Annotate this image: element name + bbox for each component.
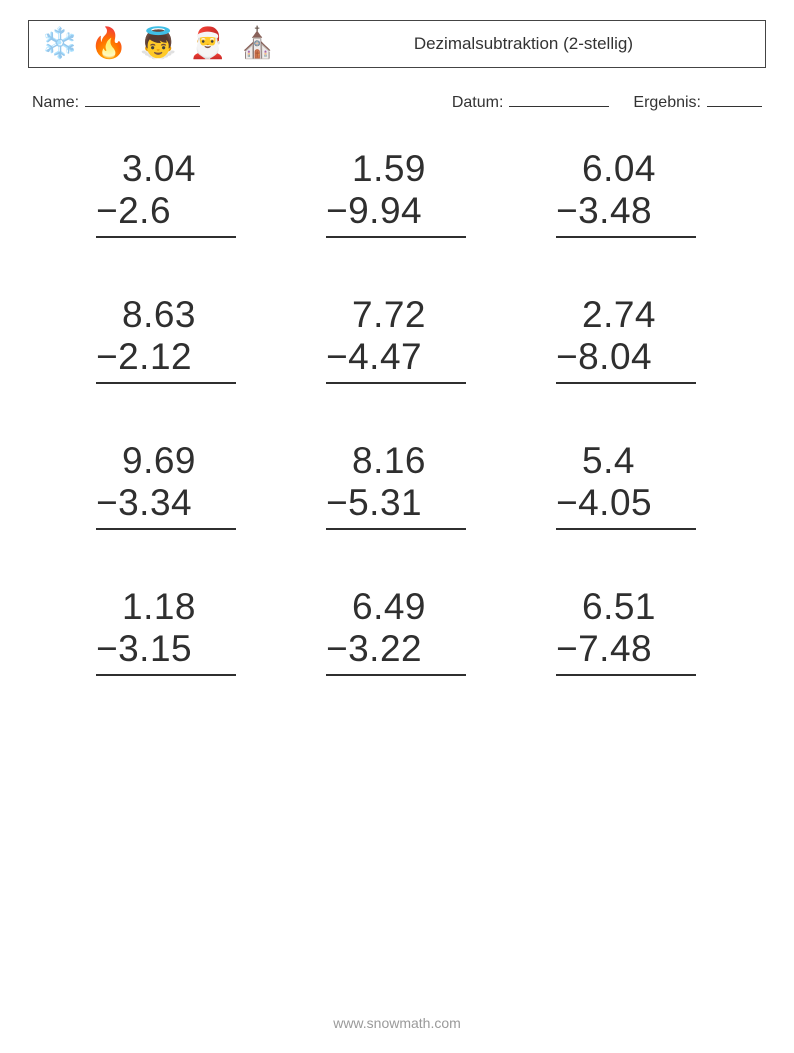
answer-rule — [326, 382, 466, 384]
problem: 1.59−9.94 — [326, 148, 481, 238]
worksheet-title: Dezimalsubtraktion (2-stellig) — [414, 34, 753, 54]
header-box: ❄️ 🔥 👼 🎅 ⛪ Dezimalsubtraktion (2-stellig… — [28, 20, 766, 68]
problem: 8.16−5.31 — [326, 440, 481, 530]
answer-rule — [96, 528, 236, 530]
problem: 1.18−3.15 — [96, 586, 251, 676]
subtrahend: −2.6 — [96, 190, 171, 232]
minuend: 6.49 — [326, 586, 426, 628]
subtrahend: −4.05 — [556, 482, 652, 524]
score-blank — [707, 90, 762, 107]
meta-right: Datum: Ergebnis: — [452, 90, 762, 112]
minuend: 6.04 — [556, 148, 656, 190]
meta-left: Name: — [32, 90, 200, 112]
minuend: 8.16 — [326, 440, 426, 482]
minuend: 6.51 — [556, 586, 656, 628]
answer-rule — [556, 382, 696, 384]
meta-row: Name: Datum: Ergebnis: — [28, 90, 766, 112]
minuend: 3.04 — [96, 148, 196, 190]
date-blank — [509, 90, 609, 107]
problem: 6.51−7.48 — [556, 586, 711, 676]
subtrahend: −5.31 — [326, 482, 422, 524]
subtrahend: −4.47 — [326, 336, 422, 378]
answer-rule — [556, 236, 696, 238]
answer-rule — [96, 382, 236, 384]
minuend: 5.4 — [556, 440, 635, 482]
answer-rule — [556, 674, 696, 676]
worksheet-page: ❄️ 🔥 👼 🎅 ⛪ Dezimalsubtraktion (2-stellig… — [0, 0, 794, 1053]
header-icon-row: ❄️ 🔥 👼 🎅 ⛪ — [41, 29, 276, 59]
problem: 5.4−4.05 — [556, 440, 711, 530]
subtrahend: −3.34 — [96, 482, 192, 524]
name-blank — [85, 90, 200, 107]
angel-icon: 👼 — [140, 29, 177, 59]
answer-rule — [96, 674, 236, 676]
answer-rule — [96, 236, 236, 238]
minuend: 2.74 — [556, 294, 656, 336]
answer-rule — [326, 528, 466, 530]
answer-rule — [556, 528, 696, 530]
minuend: 1.59 — [326, 148, 426, 190]
problem: 2.74−8.04 — [556, 294, 711, 384]
minuend: 1.18 — [96, 586, 196, 628]
footer-url: www.snowmath.com — [0, 1015, 794, 1031]
problem: 8.63−2.12 — [96, 294, 251, 384]
subtrahend: −3.22 — [326, 628, 422, 670]
problem: 9.69−3.34 — [96, 440, 251, 530]
church-icon: ⛪ — [238, 29, 275, 59]
subtrahend: −2.12 — [96, 336, 192, 378]
score-label: Ergebnis: — [633, 94, 701, 112]
problems-grid: 3.04−2.61.59−9.946.04−3.488.63−2.127.72−… — [28, 148, 766, 676]
santa-hat-icon: 🎅 — [189, 29, 226, 59]
subtrahend: −3.48 — [556, 190, 652, 232]
minuend: 7.72 — [326, 294, 426, 336]
subtrahend: −7.48 — [556, 628, 652, 670]
minuend: 8.63 — [96, 294, 196, 336]
date-label: Datum: — [452, 94, 504, 112]
minuend: 9.69 — [96, 440, 196, 482]
problem: 7.72−4.47 — [326, 294, 481, 384]
answer-rule — [326, 236, 466, 238]
snowflake-icon: ❄️ — [41, 29, 78, 59]
problem: 6.49−3.22 — [326, 586, 481, 676]
fireplace-icon: 🔥 — [90, 29, 127, 59]
answer-rule — [326, 674, 466, 676]
problem: 3.04−2.6 — [96, 148, 251, 238]
problem: 6.04−3.48 — [556, 148, 711, 238]
name-label: Name: — [32, 94, 79, 112]
subtrahend: −3.15 — [96, 628, 192, 670]
subtrahend: −8.04 — [556, 336, 652, 378]
subtrahend: −9.94 — [326, 190, 422, 232]
